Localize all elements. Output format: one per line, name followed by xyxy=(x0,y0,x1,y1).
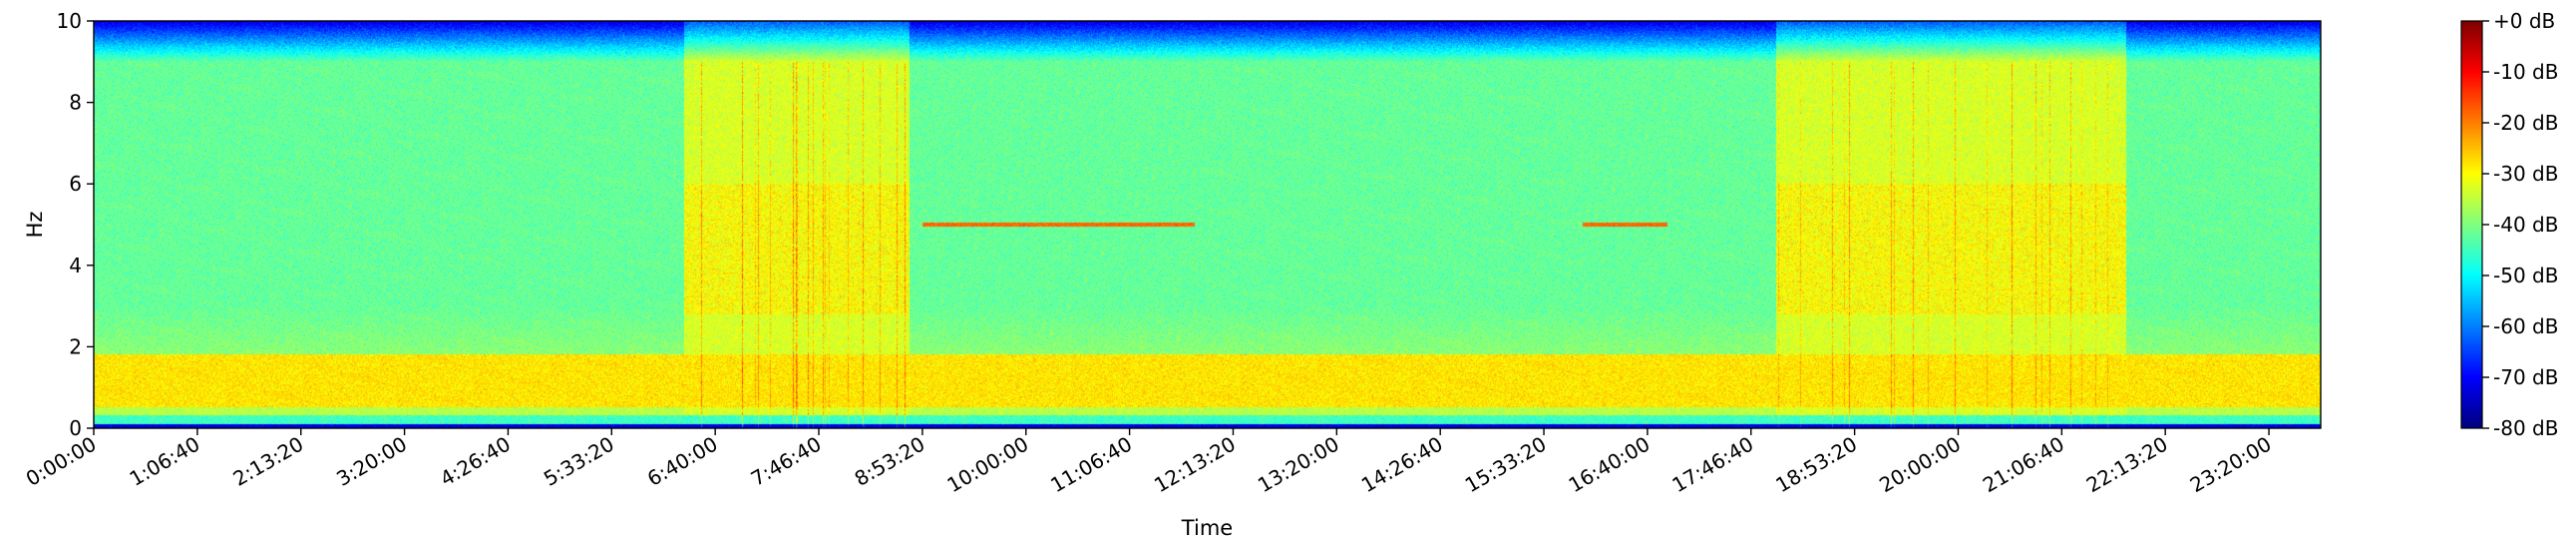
x-tick-label: 11:06:40 xyxy=(1046,432,1136,498)
y-tick-label: 0 xyxy=(69,416,82,440)
colorbar-tick-label: -80 dB xyxy=(2493,416,2558,440)
plot-frame xyxy=(93,20,2322,429)
colorbar-tick-label: -60 dB xyxy=(2493,314,2558,338)
y-tick-label: 10 xyxy=(57,9,82,33)
colorbar-tick-label: -50 dB xyxy=(2493,264,2558,287)
x-tick-label: 21:06:40 xyxy=(1979,432,2068,498)
colorbar-gradient xyxy=(2461,21,2482,428)
colorbar-tick-label: +0 dB xyxy=(2493,9,2555,33)
x-tick-label: 1:06:40 xyxy=(126,432,204,491)
x-tick-label: 16:40:00 xyxy=(1565,432,1655,498)
x-tick-label: 7:46:40 xyxy=(747,432,826,491)
y-axis-title: Hz xyxy=(23,212,47,239)
x-tick-label: 17:46:40 xyxy=(1667,432,1757,498)
x-tick-label: 14:26:40 xyxy=(1357,432,1447,498)
colorbar-tick-label: -40 dB xyxy=(2493,213,2558,237)
colorbar-tick-label: -20 dB xyxy=(2493,111,2558,135)
y-tick-label: 8 xyxy=(69,91,82,115)
x-tick-label: 0:00:00 xyxy=(22,432,101,491)
x-tick-label: 2:13:20 xyxy=(228,432,307,491)
colorbar-frame xyxy=(2460,20,2483,429)
spectrogram-heatmap xyxy=(94,21,2321,428)
x-tick-label: 18:53:20 xyxy=(1771,432,1861,498)
x-tick-label: 12:13:20 xyxy=(1150,432,1240,498)
y-tick-label: 2 xyxy=(69,334,82,358)
x-tick-label: 10:00:00 xyxy=(942,432,1032,498)
x-tick-label: 22:13:20 xyxy=(2082,432,2172,498)
colorbar-tick-label: -10 dB xyxy=(2493,60,2558,84)
x-axis-title: Time xyxy=(1181,516,1233,540)
y-tick-label: 6 xyxy=(69,172,82,196)
x-tick-label: 3:20:00 xyxy=(332,432,411,491)
x-tick-label: 5:33:20 xyxy=(540,432,618,491)
x-tick-label: 4:26:40 xyxy=(436,432,515,491)
x-tick-label: 8:53:20 xyxy=(851,432,929,491)
x-tick-label: 13:20:00 xyxy=(1254,432,1343,498)
colorbar-tick-label: -30 dB xyxy=(2493,162,2558,186)
x-tick-label: 6:40:00 xyxy=(643,432,722,491)
x-tick-label: 20:00:00 xyxy=(1875,432,1965,498)
x-tick-label: 15:33:20 xyxy=(1461,432,1551,498)
colorbar-tick-label: -70 dB xyxy=(2493,365,2558,389)
y-tick-label: 4 xyxy=(69,254,82,277)
x-tick-label: 23:20:00 xyxy=(2186,432,2276,498)
